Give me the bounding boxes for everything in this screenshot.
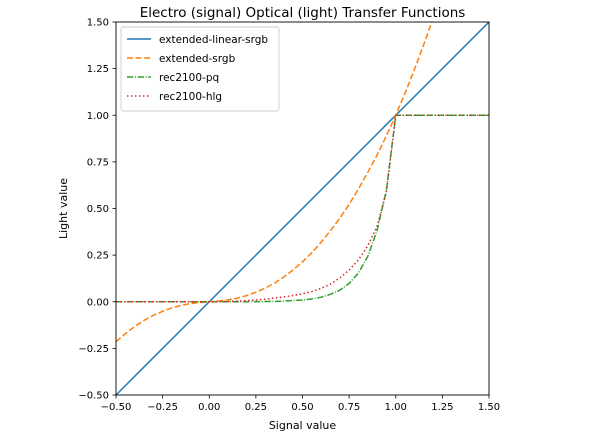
- y-tick-label: 0.50: [87, 204, 109, 215]
- series-layer: [116, 22, 489, 395]
- x-tick-label: 0.50: [291, 402, 313, 413]
- y-tick-label: 1.50: [87, 18, 109, 29]
- y-tick-label: 0.75: [87, 157, 109, 168]
- x-tick-label: −0.25: [147, 402, 178, 413]
- x-tick-label: 0.75: [338, 402, 360, 413]
- legend-label: extended-linear-srgb: [159, 34, 268, 46]
- y-tick-label: −0.50: [78, 391, 109, 402]
- x-tick-label: 0.00: [198, 402, 220, 413]
- y-tick-label: −0.25: [78, 344, 109, 355]
- series-line-extended-linear-srgb: [116, 22, 489, 395]
- x-tick-label: 1.00: [385, 402, 407, 413]
- y-axis: −0.50 −0.25 0.00 0.25 0.50 0.75 1.00 1.25 1.50: [78, 18, 116, 402]
- x-axis: −0.50 −0.25 0.00 0.25 0.50 0.75 1.00 1.25 1.50: [101, 395, 500, 413]
- y-tick-label: 1.00: [87, 111, 109, 122]
- series-line-extended-srgb: [116, 22, 433, 343]
- y-tick-label: 0.00: [87, 297, 109, 308]
- y-tick-label: 1.25: [87, 64, 109, 75]
- legend-label: extended-srgb: [159, 53, 236, 65]
- series-line-rec2100-pq: [116, 114, 489, 303]
- x-tick-label: 1.50: [478, 402, 500, 413]
- y-axis-label: Light value: [57, 178, 70, 239]
- y-tick-label: 0.25: [87, 251, 109, 262]
- x-tick-label: −0.50: [101, 402, 132, 413]
- legend-box: [120, 26, 280, 112]
- legend-label: rec2100-pq: [159, 72, 219, 84]
- chart-title: Electro (signal) Optical (light) Transfe…: [140, 5, 466, 21]
- x-tick-label: 0.25: [245, 402, 267, 413]
- legend: extended-linear-srgb extended-srgb rec2100…: [120, 26, 280, 112]
- x-tick-label: 1.25: [431, 402, 453, 413]
- legend-label: rec2100-hlg: [159, 91, 222, 103]
- x-axis-label: Signal value: [269, 419, 337, 432]
